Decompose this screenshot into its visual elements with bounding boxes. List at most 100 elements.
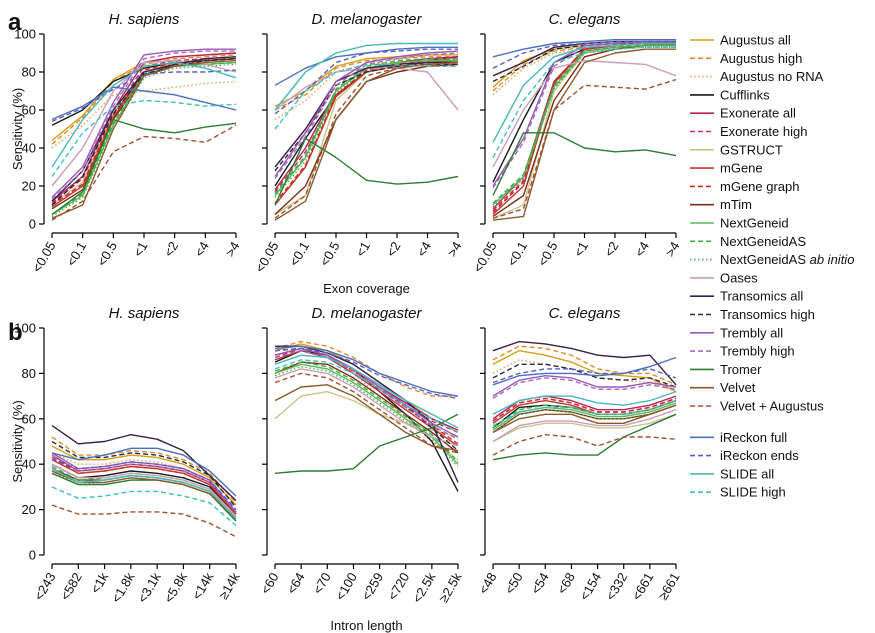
series-line: [492, 413, 677, 443]
series-line: [51, 124, 237, 221]
series-line: [492, 42, 676, 143]
series-line: [51, 50, 236, 200]
legend-label: Tromer: [720, 362, 762, 377]
x-tick-label: <0.05: [470, 239, 499, 275]
series-line: [492, 390, 677, 415]
series-line: [492, 399, 677, 424]
legend-item: mTim: [690, 197, 752, 212]
series-line: [274, 61, 459, 219]
series-line: [51, 440, 237, 508]
series-line: [492, 399, 677, 427]
y-tick-label: 60: [22, 103, 36, 118]
legend-item: SLIDE all: [690, 466, 774, 481]
series-line: [51, 69, 237, 123]
legend-label: Exonerate high: [720, 124, 807, 139]
series-line: [492, 356, 677, 386]
series-line: [274, 347, 459, 438]
series-line: [274, 350, 459, 447]
chart-title: H. sapiens: [109, 11, 180, 28]
legend-item: mGene graph: [690, 179, 800, 194]
x-tick-label: <582: [57, 570, 85, 603]
x-tick-label: >4: [444, 239, 464, 259]
legend-item: Cufflinks: [690, 87, 770, 102]
x-tick-label: ≥661: [655, 570, 682, 602]
series-line: [274, 58, 458, 195]
x-tick-label: <70: [310, 570, 334, 597]
x-tick-label: <1: [571, 239, 591, 259]
x-tick-label: <0.1: [286, 239, 312, 269]
series-line: [492, 404, 677, 434]
legend-item: Exonerate all: [690, 106, 796, 121]
series-line: [51, 425, 237, 502]
legend-item: Tromer: [690, 362, 762, 377]
series-line: [492, 78, 677, 219]
y-tick-label: 0: [29, 217, 36, 232]
legend-item: iReckon ends: [690, 448, 799, 463]
series-line: [274, 350, 459, 492]
x-tick-label: <68: [554, 570, 578, 597]
series-line: [492, 375, 677, 397]
series-line: [51, 447, 237, 497]
legend-item: Velvet: [690, 380, 756, 395]
series-line: [51, 468, 237, 520]
legend-label: SLIDE all: [720, 466, 774, 481]
legend-label: Velvet + Augustus: [720, 399, 824, 414]
series-line: [274, 384, 459, 452]
series-line: [274, 63, 458, 130]
series-line: [492, 46, 676, 208]
series-line: [274, 61, 458, 168]
x-tick-label: <60: [258, 570, 282, 597]
series-line: [274, 361, 459, 463]
series-line: [51, 63, 237, 217]
y-axis-label: Sensitivity (%): [10, 88, 25, 170]
chart-title: H. sapiens: [109, 305, 180, 322]
series-line: [274, 359, 459, 434]
series-line: [51, 465, 237, 517]
series-line: [492, 132, 677, 196]
legend-item: mGene: [690, 161, 763, 176]
series-line: [492, 377, 677, 399]
legend-label: Augustus high: [720, 51, 802, 66]
series-line: [51, 463, 237, 517]
series-line: [51, 61, 237, 168]
series-line: [274, 48, 458, 115]
legend-label: Oases: [720, 270, 758, 285]
x-tick-label: <154: [577, 570, 605, 603]
series-line: [492, 434, 677, 456]
x-tick-label: <0.1: [63, 239, 89, 269]
x-tick-label: <0.5: [317, 239, 343, 269]
y-tick-label: 40: [22, 141, 36, 156]
x-axis-label: Intron length: [330, 618, 402, 633]
x-tick-label: <661: [629, 570, 657, 603]
series-line: [274, 63, 458, 172]
legend-label: NextGeneidAS ab initio: [720, 252, 854, 267]
series-line: [51, 99, 237, 177]
series-line: [274, 368, 459, 447]
y-tick-label: 100: [14, 27, 36, 42]
x-tick-label: <259: [359, 570, 387, 603]
series-line: [492, 48, 676, 221]
chart-title: C. elegans: [549, 11, 621, 28]
x-tick-label: >4: [662, 239, 682, 259]
x-tick-label: <4: [414, 239, 434, 259]
x-tick-label: <50: [502, 570, 526, 597]
y-tick-label: 0: [29, 548, 36, 563]
series-line: [492, 345, 677, 386]
series-line: [51, 459, 237, 515]
x-tick-label: <332: [603, 570, 631, 603]
legend-item: Trembly high: [690, 344, 795, 359]
series-line: [274, 56, 458, 111]
x-tick-label: <1k: [88, 570, 112, 596]
legend-item: Transomics all: [690, 289, 803, 304]
legend-label: mGene: [720, 161, 763, 176]
legend-label: Exonerate all: [720, 106, 796, 121]
series-line: [492, 39, 676, 58]
series-line: [274, 61, 458, 198]
legend-item: Oases: [690, 270, 758, 285]
x-tick-label: <243: [31, 570, 59, 603]
series-line: [51, 56, 237, 204]
series-line: [492, 350, 677, 393]
series-line: [274, 63, 459, 216]
x-tick-label: <1: [353, 239, 373, 259]
